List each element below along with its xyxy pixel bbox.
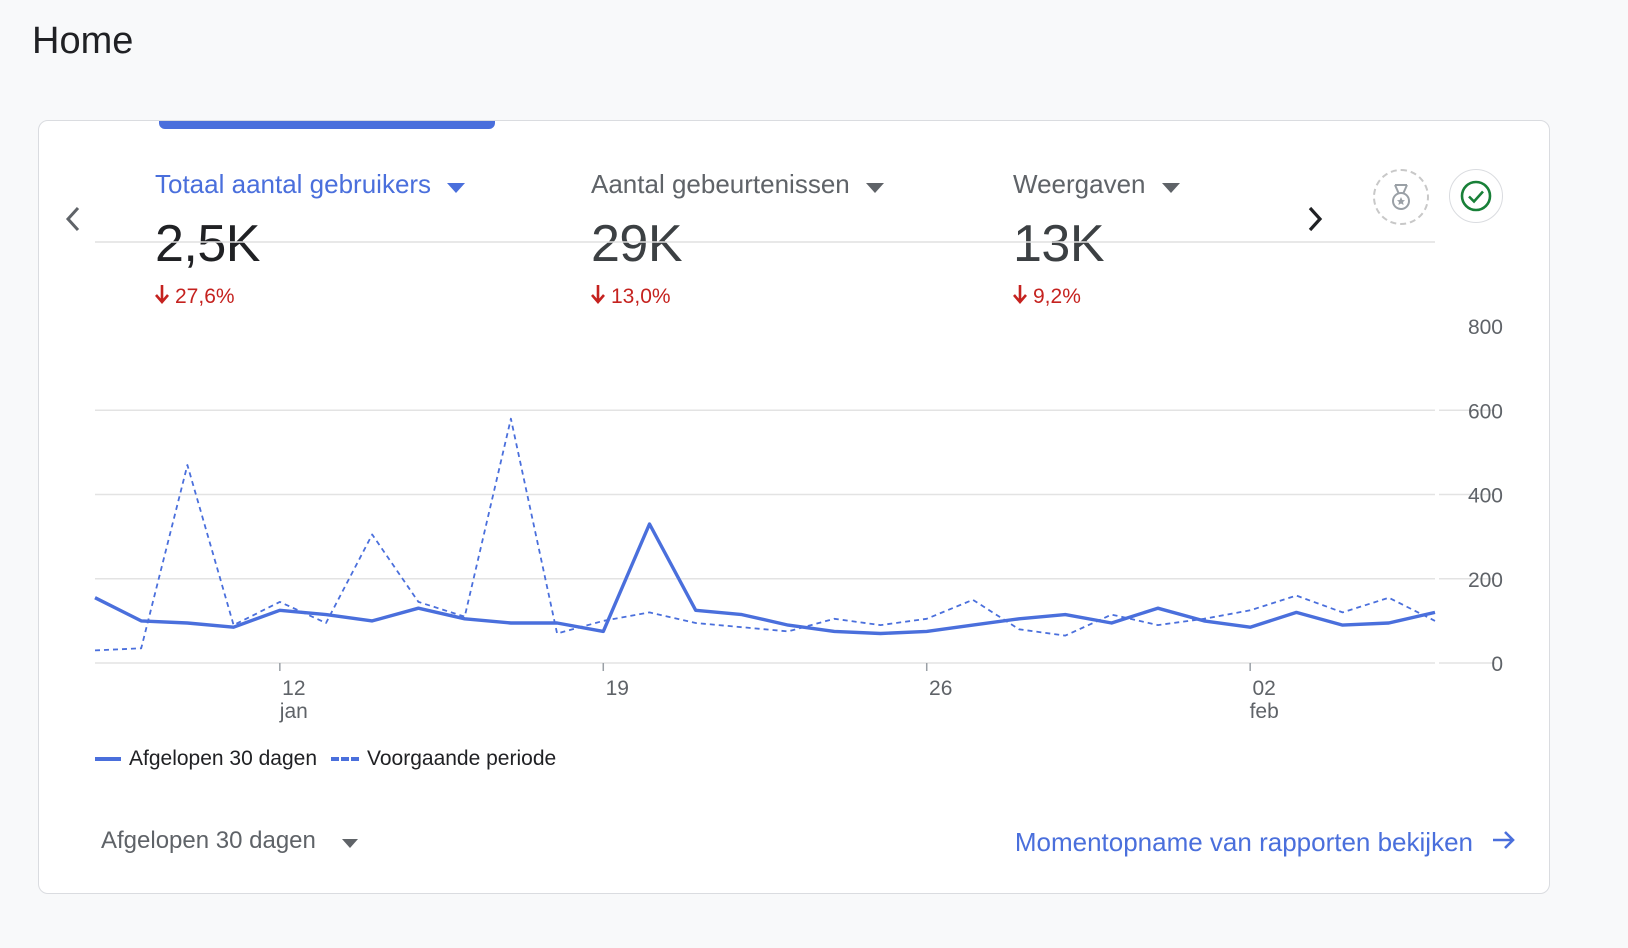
legend-previous-label: Voorgaande periode [367, 747, 557, 770]
metric-change: 9,2% [1013, 284, 1180, 310]
x-tick-label: 12 [282, 677, 305, 700]
series-line-previous [94, 417, 1436, 652]
arrow-down-icon [591, 284, 605, 310]
y-tick-label: 600 [1468, 400, 1503, 423]
page-title: Home [32, 20, 134, 62]
metric-change-value: 13,0% [611, 285, 671, 308]
metric-event-count[interactable]: Aantal gebeurtenissen 29K 13,0% [591, 169, 884, 310]
dropdown-caret-icon[interactable] [865, 169, 884, 200]
metric-label: Weergaven [1013, 169, 1146, 199]
medal-icon [1392, 184, 1410, 210]
metric-label: Totaal aantal gebruikers [155, 169, 432, 199]
view-reports-label: Momentopname van rapporten bekijken [1014, 827, 1473, 857]
metric-value: 29K [591, 215, 683, 273]
y-tick-label: 400 [1468, 485, 1503, 508]
dropdown-caret-icon[interactable] [1161, 169, 1180, 200]
previous-metrics-button[interactable] [53, 199, 93, 239]
y-tick-label: 800 [1468, 316, 1503, 339]
metric-total-users[interactable]: Totaal aantal gebruikers 2,5K 27,6% [155, 169, 466, 310]
legend-previous: Voorgaande periode [331, 747, 556, 771]
metric-change: 13,0% [591, 284, 884, 310]
x-tick-sublabel: jan [279, 700, 308, 723]
date-range-label: Afgelopen 30 dagen [101, 827, 316, 854]
legend-solid-line [95, 757, 121, 761]
check-circle-icon [1460, 180, 1492, 212]
x-tick-label: 02 [1252, 677, 1275, 700]
arrow-down-icon [155, 284, 169, 310]
legend-current: Afgelopen 30 dagen [95, 747, 317, 771]
metric-change: 27,6% [155, 284, 465, 310]
legend-current-label: Afgelopen 30 dagen [129, 747, 318, 770]
metric-label: Aantal gebeurtenissen [591, 169, 850, 199]
status-check-button[interactable] [1449, 169, 1503, 223]
active-tab-indicator [159, 121, 495, 129]
chevron-left-icon [65, 206, 80, 232]
chevron-right-icon [1308, 206, 1323, 232]
dropdown-caret-icon [341, 827, 358, 855]
arrow-right-icon [1491, 827, 1517, 858]
medal-badge-button[interactable] [1373, 169, 1429, 225]
dropdown-caret-icon[interactable] [447, 169, 466, 200]
date-range-dropdown[interactable]: Afgelopen 30 dagen [101, 827, 358, 855]
metric-change-value: 27,6% [175, 285, 235, 308]
metric-value: 13K [1013, 215, 1105, 273]
x-tick-sublabel: feb [1250, 700, 1279, 723]
next-metrics-button[interactable] [1295, 199, 1335, 239]
legend-dashed-line [331, 757, 360, 761]
x-tick-label: 26 [929, 677, 952, 700]
metric-value: 2,5K [155, 215, 260, 273]
y-tick-label: 0 [1491, 653, 1503, 676]
x-tick-label: 19 [606, 677, 629, 700]
metric-views[interactable]: Weergaven 13K 9,2% [1013, 169, 1180, 310]
summary-card: Totaal aantal gebruikers 2,5K 27,6% Aant… [38, 120, 1550, 894]
view-reports-link[interactable]: Momentopname van rapporten bekijken [1015, 827, 1517, 858]
series-line-current [94, 522, 1436, 636]
metric-change-value: 9,2% [1033, 285, 1081, 308]
chart-legend: Afgelopen 30 dagen Voorgaande periode [95, 747, 570, 771]
y-tick-label: 200 [1468, 569, 1503, 592]
arrow-down-icon [1013, 284, 1027, 310]
